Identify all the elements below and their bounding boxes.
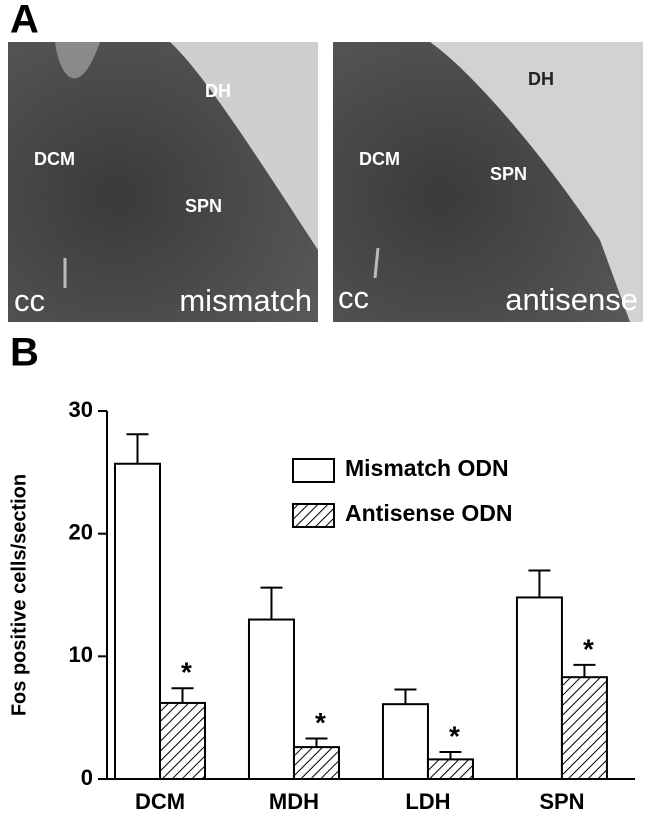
region-label: SPN: [185, 196, 222, 216]
y-tick-label: 20: [69, 519, 93, 544]
micrograph: [8, 42, 318, 322]
panel-label: A: [10, 0, 39, 42]
region-label: SPN: [490, 164, 527, 184]
legend-swatch: [292, 503, 335, 528]
region-label: cc: [14, 283, 45, 318]
significance-mark: *: [181, 657, 192, 688]
bar: [426, 758, 474, 781]
bar: [515, 596, 563, 780]
significance-mark: *: [315, 707, 326, 738]
bar: [159, 701, 206, 780]
panel-label: B: [10, 331, 39, 375]
x-tick-label: MDH: [269, 789, 319, 814]
bar: [560, 676, 608, 780]
bar: [247, 618, 295, 780]
y-tick-label: 10: [69, 642, 93, 667]
x-tick-label: SPN: [539, 789, 584, 814]
significance-mark: *: [449, 720, 460, 751]
region-label: DCM: [359, 149, 400, 169]
region-label: DH: [528, 69, 554, 89]
condition-label: mismatch: [179, 283, 312, 318]
significance-mark: *: [583, 633, 594, 664]
x-tick-label: DCM: [135, 789, 185, 814]
legend-swatch: [292, 458, 335, 483]
micrograph: [333, 42, 643, 322]
legend-label: Mismatch ODN: [345, 455, 509, 481]
condition-label: antisense: [505, 282, 638, 317]
y-tick-label: 0: [81, 765, 93, 790]
y-axis-label: Fos positive cells/section: [8, 474, 30, 716]
y-tick-label: 30: [69, 397, 93, 422]
region-label: DH: [205, 81, 231, 101]
legend-label: Antisense ODN: [345, 500, 512, 526]
bar: [292, 746, 340, 781]
x-tick-label: LDH: [405, 789, 450, 814]
bar: [114, 462, 161, 780]
region-label: DCM: [34, 149, 75, 169]
region-label: cc: [338, 280, 369, 315]
bar: [381, 703, 429, 781]
micrograph-labels: DH DCM SPN cc mismatch DH DCM SPN cc ant…: [14, 69, 638, 318]
